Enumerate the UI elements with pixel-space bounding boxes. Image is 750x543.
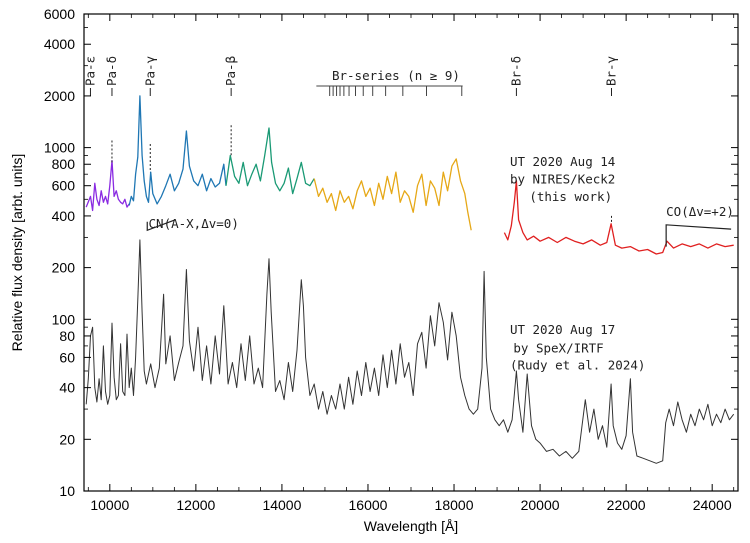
x-axis-title: Wavelength [Å] (364, 518, 458, 534)
chart-annotation: by NIRES/Keck2 (510, 171, 615, 186)
line-label: Pa-δ (104, 56, 119, 86)
spectrum-line-3 (313, 158, 472, 231)
y-tick-label: 60 (59, 349, 75, 365)
y-axis-title: Relative flux density [arbt. units] (9, 154, 25, 352)
chart-annotation: by SpeX/IRTF (513, 341, 603, 356)
x-tick-label: 22000 (607, 497, 646, 513)
y-tick-label: 800 (52, 156, 76, 172)
line-label: Pa-ε (82, 56, 97, 86)
y-tick-label: 200 (52, 260, 76, 276)
y-tick-label: 80 (59, 328, 75, 344)
x-tick-label: 20000 (521, 497, 560, 513)
chart-annotation: UT 2020 Aug 14 (510, 154, 615, 169)
x-tick-label: 12000 (176, 497, 215, 513)
chart-annotation: CN(A-X,Δv=0) (149, 216, 239, 231)
y-tick-label: 400 (52, 208, 76, 224)
line-label: Pa-γ (142, 56, 157, 86)
chart-annotation: CO(Δv=+2) (666, 204, 734, 219)
co-band-mark (665, 224, 732, 247)
br-series-label: Br-series (n ≥ 9) (332, 68, 460, 83)
spectrum-line-2 (225, 127, 315, 195)
y-tick-label: 1000 (44, 140, 75, 156)
x-tick-label: 16000 (349, 497, 388, 513)
spectrum-line-5 (85, 239, 735, 464)
spectrum-line-0 (85, 159, 130, 212)
series-layer (85, 95, 735, 464)
y-tick-label: 2000 (44, 88, 75, 104)
chart-annotation: UT 2020 Aug 17 (510, 322, 615, 337)
y-tick-label: 6000 (44, 6, 75, 22)
y-tick-label: 600 (52, 178, 76, 194)
y-tick-label: 10 (59, 483, 75, 499)
x-tick-label: 10000 (90, 497, 129, 513)
y-tick-label: 40 (59, 380, 75, 396)
line-label: Br-δ (508, 56, 523, 86)
annotation-layer: Pa-ε Pa-δ Pa-γ Pa-β Br-δ Br-γ Br-series (n ≥ 9… (82, 56, 733, 373)
cn-band-mark (146, 219, 176, 232)
x-tick-label: 18000 (435, 497, 474, 513)
spectrum-line-4 (503, 180, 734, 255)
chart-annotation: (this work) (529, 189, 612, 204)
y-tick-label: 4000 (44, 36, 75, 52)
x-tick-label: 14000 (262, 497, 301, 513)
line-label: Pa-β (223, 56, 238, 86)
spectrum-line-1 (128, 95, 227, 206)
y-tick-label: 100 (52, 311, 76, 327)
y-tick-label: 20 (59, 431, 75, 447)
x-tick-label: 24000 (693, 497, 732, 513)
line-label: Br-γ (604, 56, 619, 86)
chart-annotation: (Rudy et al. 2024) (510, 358, 645, 373)
